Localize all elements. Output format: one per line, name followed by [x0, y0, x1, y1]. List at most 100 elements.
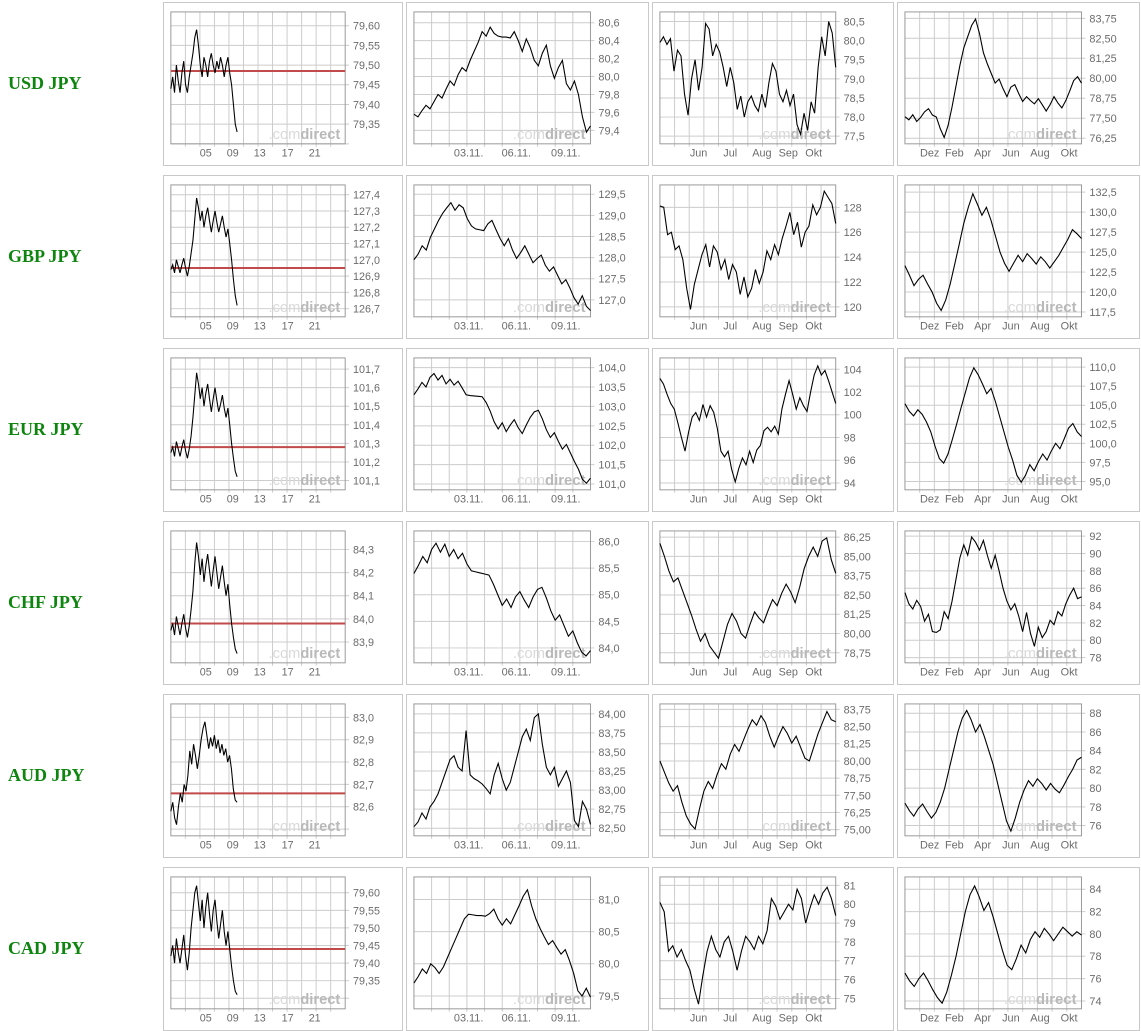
pair-label-cad-jpy[interactable]: CAD JPY	[8, 938, 85, 959]
pair-label-chf-jpy[interactable]: CHF JPY	[8, 592, 83, 613]
y-tick-label: 102,0	[598, 440, 625, 452]
x-tick-label: Okt	[1061, 667, 1078, 679]
price-line	[904, 884, 1082, 1005]
price-line	[904, 17, 1082, 139]
y-tick-label: 83,75	[1089, 13, 1116, 25]
y-tick-label: 86	[1089, 583, 1101, 595]
y-tick-label: 84,00	[598, 709, 625, 721]
y-tick-label: 127,0	[598, 295, 625, 307]
y-tick-label: 74	[1089, 996, 1101, 1008]
x-tick-label: 05	[200, 321, 212, 333]
price-line	[659, 21, 837, 137]
x-tick-label: 17	[282, 667, 294, 679]
gridlines	[413, 530, 595, 666]
x-tick-label: Aug	[1030, 148, 1049, 160]
x-tick-label: 09.11.	[551, 840, 580, 852]
y-tick-label: 81	[844, 880, 856, 892]
pair-label-aud-jpy[interactable]: AUD JPY	[8, 765, 85, 786]
price-line	[904, 366, 1082, 484]
price-line	[413, 888, 591, 998]
price-line	[659, 364, 837, 484]
x-tick-label: Jul	[723, 840, 737, 852]
x-tick-label: 09	[227, 840, 239, 852]
y-tick-label: 129,0	[598, 210, 625, 222]
y-tick-label: 84	[1089, 746, 1101, 758]
x-tick-label: 03.11.	[454, 321, 483, 333]
y-tick-label: 100	[844, 410, 862, 422]
comdirect-watermark: .comdirect	[513, 992, 586, 1008]
fx-row-cad-jpy: CAD JPY .comdirect 79,60 79,55 79,50 79,45 79,…	[0, 867, 1141, 1031]
comdirect-watermark: .comdirect	[1004, 473, 1077, 489]
y-tick-label: 85,5	[598, 563, 619, 575]
chart-canvas-chf-jpy-intraday: .comdirect 84,3 84,2 84,1 84,0 83,9 05 09 13 17 21	[170, 530, 374, 679]
x-tick-label: Aug	[1030, 1013, 1049, 1025]
chart-chf-jpy-1year: .comdirect 92 90 88 86 84 82 80 78 Dez Feb Apr Jun Au…	[897, 521, 1140, 685]
x-tick-label: Okt	[1061, 148, 1078, 160]
gridlines	[170, 703, 350, 839]
y-tick-label: 85,00	[844, 551, 871, 563]
y-tick-label: 120,0	[1089, 287, 1116, 299]
x-tick-label: 13	[254, 321, 266, 333]
y-tick-label: 129,5	[598, 189, 625, 201]
chart-canvas-aud-jpy-1year: .comdirect 88 86 84 82 80 78 76 Dez Feb Apr Jun Aug O…	[904, 703, 1102, 852]
y-tick-label: 100,0	[1089, 438, 1116, 450]
x-tick-label: 06.11.	[502, 840, 531, 852]
y-tick-label: 79,35	[353, 976, 380, 988]
comdirect-watermark: .comdirect	[758, 473, 830, 489]
y-tick-label: 81,25	[1089, 53, 1116, 65]
pair-label-gbp-jpy[interactable]: GBP JPY	[8, 246, 82, 267]
y-tick-label: 79,6	[598, 107, 619, 119]
y-tick-label: 82	[1089, 764, 1101, 776]
y-tick-label: 77,50	[844, 790, 871, 802]
y-tick-label: 126,7	[353, 304, 380, 316]
price-line	[170, 372, 238, 478]
x-tick-label: 21	[309, 494, 321, 506]
chart-canvas-cad-jpy-intraday: .comdirect 79,60 79,55 79,50 79,45 79,40 79,35…	[170, 876, 380, 1025]
y-tick-label: 84,0	[353, 614, 374, 626]
y-tick-label: 81,0	[598, 894, 619, 906]
chart-canvas-eur-jpy-1week: .comdirect 104,0 103,5 103,0 102,5 102,0 101,5…	[413, 357, 626, 506]
gridlines	[904, 703, 1086, 839]
chart-gbp-jpy-1year: .comdirect 132,5 130,0 127,5 125,0 122,5 120,0…	[897, 175, 1140, 339]
x-tick-label: 06.11.	[502, 321, 531, 333]
pair-label-eur-jpy[interactable]: EUR JPY	[8, 419, 84, 440]
y-tick-label: 84,5	[598, 616, 619, 628]
chart-canvas-aud-jpy-1week: .comdirect84,0083,7583,5083,2583,0082,75…	[413, 703, 626, 852]
comdirect-watermark: .comdirect	[758, 819, 830, 835]
y-tick-label: 79,50	[353, 60, 380, 72]
y-tick-label: 130,0	[1089, 207, 1116, 219]
y-tick-label: 82,50	[844, 722, 871, 734]
chart-canvas-usd-jpy-1week: .comdirect 80,6 80,4 80,2 80,0 79,8 79,6 79,4 03…	[413, 11, 620, 160]
x-tick-label: Feb	[945, 494, 964, 506]
y-tick-label: 104	[844, 364, 862, 376]
y-tick-label: 83,9	[353, 637, 374, 649]
x-tick-label: Aug	[752, 494, 771, 506]
x-tick-label: Jun	[1002, 494, 1020, 506]
x-tick-label: 05	[200, 494, 212, 506]
y-tick-label: 127,5	[598, 274, 625, 286]
x-tick-label: Jul	[723, 1013, 737, 1025]
y-tick-label: 83,00	[598, 785, 625, 797]
y-tick-label: 78	[1089, 653, 1101, 665]
x-tick-label: 03.11.	[454, 840, 483, 852]
x-tick-label: Jul	[723, 321, 737, 333]
x-tick-label: Aug	[1030, 840, 1049, 852]
comdirect-watermark: .comdirect	[758, 646, 830, 662]
chart-eur-jpy-1week: .comdirect 104,0 103,5 103,0 102,5 102,0 101,5…	[406, 348, 649, 512]
y-tick-label: 79,40	[353, 99, 380, 111]
chart-gbp-jpy-intraday: .comdirect 127,4 127,3 127,2 127,1 127,0 126,9…	[163, 175, 403, 339]
x-tick-label: Jun	[1002, 1013, 1020, 1025]
x-tick-label: 09.11.	[551, 148, 580, 160]
pair-label-usd-jpy[interactable]: USD JPY	[8, 73, 82, 94]
x-tick-label: Feb	[945, 148, 964, 160]
y-tick-label: 101,6	[353, 383, 380, 395]
y-tick-label: 86,0	[598, 537, 619, 549]
y-tick-label: 98	[844, 432, 856, 444]
y-tick-label: 97,5	[1089, 457, 1110, 469]
y-tick-label: 127,3	[353, 206, 380, 218]
x-tick-label: 17	[282, 494, 294, 506]
y-tick-label: 80,00	[1089, 73, 1116, 85]
x-tick-label: Jun	[1002, 321, 1020, 333]
x-tick-label: Sep	[779, 1013, 798, 1025]
